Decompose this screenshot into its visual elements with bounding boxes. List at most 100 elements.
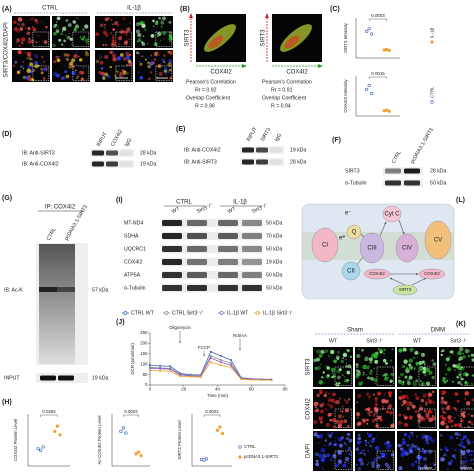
- legend-marker: [238, 455, 242, 459]
- cell-signal: [400, 372, 404, 377]
- cell-signal: [319, 403, 324, 408]
- cell-signal: [381, 374, 384, 377]
- cell-signal: [446, 448, 449, 452]
- cell-signal: [450, 459, 453, 463]
- cell-signal: [79, 58, 83, 62]
- panel-label: (B): [180, 6, 190, 13]
- cell-signal: [445, 422, 448, 425]
- cell-signal: [66, 35, 71, 40]
- cell-signal: [16, 38, 21, 43]
- complex-label: COX4I2: [424, 271, 440, 276]
- cell-signal: [158, 71, 163, 76]
- cell-signal: [104, 55, 109, 60]
- cell-signal: [451, 380, 455, 383]
- data-point: [219, 354, 222, 357]
- cell-signal: [357, 452, 360, 455]
- cell-signal: [439, 433, 443, 437]
- cell-signal: [410, 462, 416, 468]
- cell-signal: [32, 67, 34, 69]
- cell-signal: [441, 349, 445, 353]
- cell-signal: [385, 399, 389, 404]
- cell-signal: [322, 467, 325, 470]
- cell-signal: [356, 354, 360, 358]
- cell-signal: [54, 23, 58, 27]
- cell-signal: [374, 402, 378, 407]
- cell-signal: [63, 39, 66, 43]
- cell-signal: [398, 466, 403, 471]
- cell-signal: [344, 379, 349, 383]
- cell-signal: [148, 77, 151, 80]
- cell-signal: [345, 358, 347, 361]
- size-label: 19 kDa: [266, 259, 283, 265]
- data-point: [219, 361, 222, 364]
- cell-signal: [468, 454, 470, 456]
- cell-signal: [61, 30, 64, 32]
- cell-signal: [61, 64, 64, 67]
- cell-signal: [116, 23, 120, 27]
- cell-signal: [136, 40, 139, 43]
- cell-signal: [401, 364, 406, 369]
- cell-signal: [461, 435, 463, 437]
- cell-signal: [18, 44, 22, 47]
- cell-signal: [417, 413, 420, 417]
- cell-signal: [384, 376, 389, 381]
- band: [187, 285, 207, 291]
- complex: [395, 233, 419, 263]
- cell-signal: [343, 380, 346, 383]
- cell-signal: [153, 42, 158, 46]
- cell-signal: [343, 419, 348, 423]
- cell-signal: [347, 364, 352, 369]
- cell-signal: [423, 373, 427, 377]
- cell-signal: [343, 442, 346, 445]
- cell-signal: [320, 363, 322, 366]
- legend-marker: [430, 100, 434, 104]
- cell-signal: [152, 25, 155, 27]
- cell-signal: [422, 393, 427, 398]
- row-label: ATP5A: [124, 272, 141, 278]
- band: [242, 159, 254, 165]
- cell-signal: [34, 54, 36, 56]
- group-label: CTRL: [176, 200, 192, 206]
- cell-signal: [324, 439, 328, 442]
- cell-signal: [78, 55, 80, 58]
- cell-signal: [341, 410, 344, 413]
- cell-signal: [442, 454, 445, 457]
- cell-signal: [422, 366, 427, 371]
- cell-signal: [406, 369, 408, 372]
- cell-signal: [168, 20, 172, 24]
- cell-signal: [104, 43, 108, 47]
- cell-signal: [124, 34, 126, 36]
- inset-box: [334, 450, 353, 470]
- cell-signal: [150, 34, 155, 38]
- cell-signal: [415, 396, 420, 401]
- cell-signal: [357, 436, 362, 441]
- legend-marker: [430, 40, 434, 44]
- cell-signal: [364, 439, 367, 442]
- cell-signal: [126, 63, 129, 67]
- cell-signal: [402, 399, 407, 404]
- cell-signal: [406, 404, 410, 408]
- cell-signal: [318, 453, 323, 458]
- cell-signal: [144, 58, 147, 61]
- cell-signal: [460, 439, 462, 441]
- cell-signal: [441, 407, 445, 411]
- data-point: [367, 27, 371, 31]
- cell-signal: [340, 359, 344, 364]
- cell-signal: [418, 461, 421, 463]
- cell-signal: [34, 61, 39, 65]
- cell-signal: [100, 66, 104, 70]
- data-point: [36, 447, 40, 451]
- cell-signal: [139, 76, 144, 80]
- cell-signal: [362, 371, 365, 374]
- cell-signal: [461, 383, 463, 386]
- cell-signal: [403, 422, 409, 427]
- cell-signal: [389, 379, 393, 383]
- cell-signal: [440, 353, 443, 357]
- data-point: [209, 356, 212, 359]
- cell-signal: [429, 400, 431, 403]
- electron-label: e⁻: [345, 211, 352, 217]
- cell-signal: [460, 450, 466, 456]
- lane-label: CTRL: [391, 150, 403, 165]
- cell-signal: [34, 62, 36, 64]
- data-point: [209, 361, 212, 364]
